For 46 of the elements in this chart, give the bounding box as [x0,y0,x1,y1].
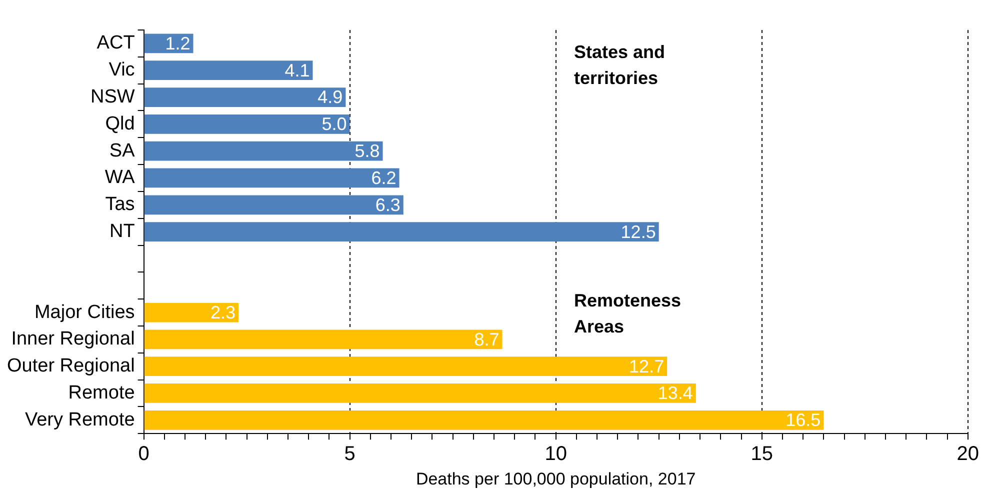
bar [144,114,350,134]
bar [144,60,313,80]
bar [144,195,404,215]
y-tick-label: Major Cities [34,302,135,323]
x-tick-label: 5 [344,443,356,466]
x-tick-label: 15 [750,443,773,466]
y-tick-label: Qld [105,113,135,134]
bar [144,302,239,322]
bar [144,410,824,430]
y-tick-label: Very Remote [24,409,135,430]
bar [144,168,400,188]
y-tick-label: ACT [96,32,136,54]
annotation: Remoteness Areas [574,290,682,336]
y-tick-label: Vic [108,60,135,81]
y-tick-label: SA [109,140,136,162]
data-label: 5.0 [322,114,347,134]
y-tick-label: Inner Regional [11,328,135,350]
bar [144,222,659,242]
annotation: States and territories [574,42,665,88]
data-label: 8.7 [474,329,500,350]
data-label: 16.5 [786,410,821,430]
data-label: 2.3 [210,302,236,322]
bar [144,88,346,107]
x-tick-label: 10 [544,443,567,466]
x-tick-label: 0 [138,443,150,466]
bar [144,356,668,376]
data-label: 5.8 [354,141,380,162]
bar [144,141,383,161]
y-tick-label: Tas [105,194,135,216]
data-label: 6.3 [375,194,400,215]
x-tick-label: 20 [956,443,979,466]
bar [144,384,696,403]
x-axis-title: Deaths per 100,000 population, 2017 [416,469,696,488]
y-tick-label: NSW [90,86,135,108]
data-label: 6.2 [371,168,396,188]
data-label: 12.7 [629,356,664,376]
bar [144,330,502,350]
data-label: 1.2 [165,33,190,54]
data-label: 12.5 [620,222,656,242]
y-tick-label: Outer Regional [7,356,135,377]
y-tick-label: Remote [68,382,135,404]
data-label: 4.1 [284,60,310,80]
y-tick-label: WA [104,167,136,188]
data-label: 4.9 [318,87,343,108]
data-label: 13.4 [658,383,693,404]
y-tick-label: NT [109,221,136,242]
